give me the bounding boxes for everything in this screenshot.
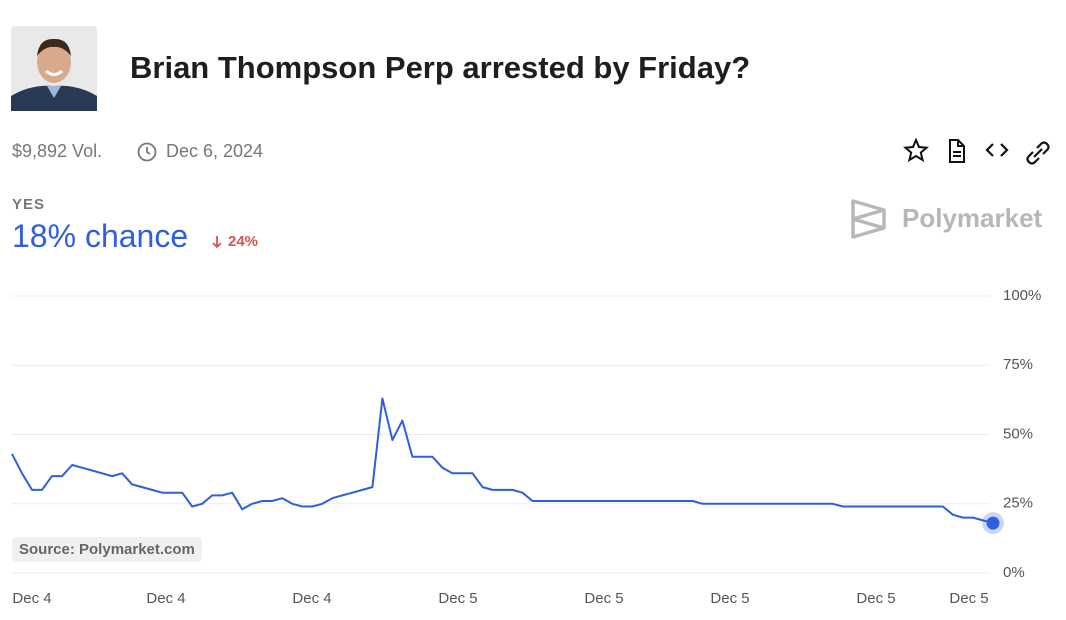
doc-icon[interactable] — [949, 139, 965, 163]
x-tick-label: Dec 5 — [584, 590, 623, 607]
price-line — [11, 397, 994, 525]
clock-icon — [137, 142, 157, 162]
star-icon[interactable] — [903, 137, 929, 163]
change: 24% — [228, 233, 259, 250]
source: Source: Polymarket.com — [12, 537, 202, 562]
brand-logo — [851, 199, 886, 239]
y-tick-label: 50% — [1003, 425, 1033, 442]
volume: $9,892 Vol. — [12, 141, 103, 161]
y-tick-label: 100% — [1003, 287, 1041, 304]
down-arrow — [212, 236, 222, 249]
brand: Polymarket — [902, 203, 1043, 233]
y-tick-label: 75% — [1003, 356, 1033, 373]
last-point — [986, 516, 1000, 530]
x-tick-label: Dec 5 — [949, 590, 988, 607]
x-tick-label: Dec 5 — [710, 590, 749, 607]
x-tick-label: Dec 5 — [438, 590, 477, 607]
x-tick-label: Dec 4 — [12, 590, 51, 607]
x-tick-label: Dec 4 — [292, 590, 331, 607]
link-icon[interactable] — [1026, 141, 1050, 165]
embed-icon[interactable] — [985, 143, 1009, 157]
x-tick-label: Dec 4 — [146, 590, 185, 607]
y-tick-label: 0% — [1003, 564, 1025, 581]
end-date: Dec 6, 2024 — [166, 141, 264, 161]
x-tick-label: Dec 5 — [856, 590, 895, 607]
chance: 18% chance — [12, 218, 189, 254]
avatar — [11, 26, 97, 111]
outcome-label: YES — [12, 196, 46, 213]
y-tick-label: 25% — [1003, 495, 1033, 512]
actions — [903, 137, 1050, 165]
market-title: Brian Thompson Perp arrested by Friday? — [130, 50, 751, 85]
